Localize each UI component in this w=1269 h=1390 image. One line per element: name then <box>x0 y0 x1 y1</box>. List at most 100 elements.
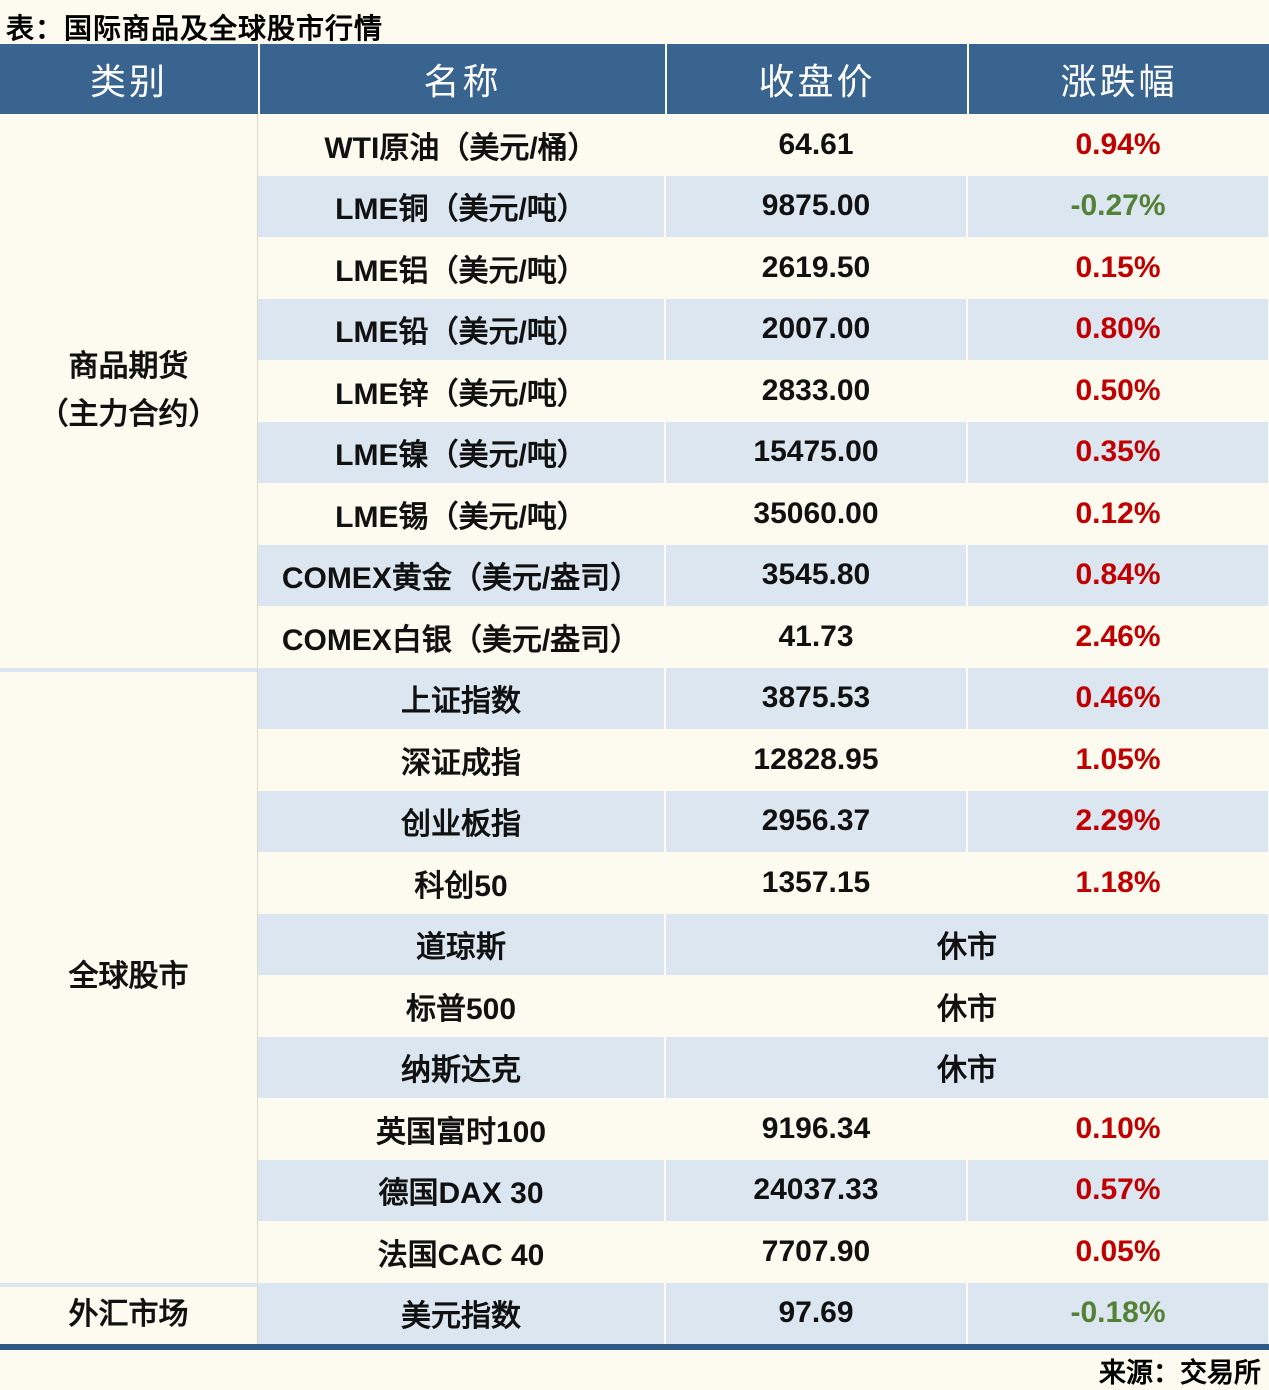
data-row: 德国DAX 30 24037.33 0.57% <box>258 1159 1268 1221</box>
instrument-name-cell: 科创50 <box>414 869 508 903</box>
category-label: 全球股市 <box>68 960 189 993</box>
change-percent-cell: 0.80% <box>966 298 1268 360</box>
data-row: COMEX白银（美元/盎司） 41.73 2.46% <box>258 606 1268 668</box>
category-group: 外汇市场 美元指数 97.69 -0.18% <box>0 1282 1269 1344</box>
data-row: LME镍（美元/吨） 15475.00 0.35% <box>258 421 1268 483</box>
close-price-cell: 2956.37 <box>664 790 966 852</box>
data-row: COMEX黄金（美元/盎司） 3545.80 0.84% <box>258 544 1268 606</box>
market-closed-cell: 休市 <box>664 913 1268 975</box>
category-cell: 商品期货 （主力合约） <box>0 114 258 668</box>
instrument-name-cell: COMEX黄金（美元/盎司） <box>281 562 641 596</box>
change-percent-cell: 0.84% <box>966 544 1268 606</box>
instrument-name-cell: 英国富时100 <box>375 1115 547 1149</box>
instrument-name-cell: LME镍（美元/吨） <box>335 439 587 473</box>
market-closed-cell: 休市 <box>664 1036 1268 1098</box>
close-price-cell: 41.73 <box>664 606 966 668</box>
change-percent-cell: 0.57% <box>966 1159 1268 1221</box>
group-rows: 上证指数 3875.53 0.46% 深证成指 12828.95 1.05% 创业板指 295… <box>258 667 1268 1283</box>
close-price-cell: 1357.15 <box>664 852 966 914</box>
table-body: 商品期货 （主力合约） WTI原油（美元/桶） 64.61 0.94% LME铜（美元/吨… <box>0 114 1269 1344</box>
header-cell-name: 名称 <box>258 44 665 114</box>
change-percent-cell: 0.50% <box>966 360 1268 422</box>
market-table: 类别 名称 收盘价 涨跌幅 商品期货 （主力合约） WTI原油（美元/桶） 64.61… <box>0 44 1269 1350</box>
instrument-name-cell: LME锌（美元/吨） <box>335 377 587 411</box>
instrument-name-cell: LME铜（美元/吨） <box>335 193 587 227</box>
instrument-name-cell: WTI原油（美元/桶） <box>324 131 598 165</box>
category-group: 商品期货 （主力合约） WTI原油（美元/桶） 64.61 0.94% LME铜（美元/吨… <box>0 114 1269 668</box>
close-price-cell: 7707.90 <box>664 1221 966 1283</box>
change-percent-cell: 0.10% <box>966 1098 1268 1160</box>
data-row: LME锌（美元/吨） 2833.00 0.50% <box>258 360 1268 422</box>
group-rows: WTI原油（美元/桶） 64.61 0.94% LME铜（美元/吨） 9875.00 -0… <box>258 114 1268 668</box>
data-row: WTI原油（美元/桶） 64.61 0.94% <box>258 114 1268 176</box>
change-percent-cell: -0.27% <box>966 175 1268 237</box>
table-bottom-border <box>0 1344 1269 1350</box>
close-price-cell: 3545.80 <box>664 544 966 606</box>
instrument-name-cell: 纳斯达克 <box>401 1054 521 1088</box>
data-row: 科创50 1357.15 1.18% <box>258 852 1268 914</box>
change-percent-cell: 0.15% <box>966 237 1268 299</box>
data-row: 上证指数 3875.53 0.46% <box>258 667 1268 729</box>
change-percent-cell: 0.12% <box>966 483 1268 545</box>
data-row: 法国CAC 40 7707.90 0.05% <box>258 1221 1268 1283</box>
close-price-cell: 9196.34 <box>664 1098 966 1160</box>
close-price-cell: 64.61 <box>664 114 966 176</box>
data-row: LME锡（美元/吨） 35060.00 0.12% <box>258 483 1268 545</box>
group-rows: 美元指数 97.69 -0.18% <box>258 1282 1268 1344</box>
change-percent-cell: 1.05% <box>966 729 1268 791</box>
instrument-name-cell: COMEX白银（美元/盎司） <box>281 623 641 657</box>
change-percent-cell: 0.35% <box>966 421 1268 483</box>
instrument-name-cell: 美元指数 <box>401 1300 521 1334</box>
instrument-name-cell: 创业板指 <box>401 808 521 842</box>
table-header-row: 类别 名称 收盘价 涨跌幅 <box>0 44 1269 114</box>
category-label: （主力合约） <box>38 397 219 431</box>
source-caption: 来源：交易所 <box>1099 1357 1261 1388</box>
close-price-cell: 15475.00 <box>664 421 966 483</box>
instrument-name-cell: LME铝（美元/吨） <box>335 254 587 288</box>
instrument-name-cell: LME铅（美元/吨） <box>335 316 587 350</box>
header-cell-close: 收盘价 <box>665 44 967 114</box>
close-price-cell: 97.69 <box>664 1282 966 1344</box>
close-price-cell: 35060.00 <box>664 483 966 545</box>
instrument-name-cell: 标普500 <box>405 992 517 1026</box>
data-row: 美元指数 97.69 -0.18% <box>258 1282 1268 1344</box>
change-percent-cell: 0.05% <box>966 1221 1268 1283</box>
category-label: 外汇市场 <box>68 1298 189 1332</box>
change-percent-cell: 2.29% <box>966 790 1268 852</box>
change-percent-cell: -0.18% <box>966 1282 1268 1344</box>
page-title: 表：国际商品及全球股市行情 <box>6 13 384 44</box>
category-cell: 全球股市 <box>0 667 258 1283</box>
data-row: 道琼斯 休市 <box>258 913 1268 975</box>
close-price-cell: 12828.95 <box>664 729 966 791</box>
category-label: 商品期货 <box>68 349 189 383</box>
header-cell-category: 类别 <box>89 62 168 102</box>
data-row: 纳斯达克 休市 <box>258 1036 1268 1098</box>
category-group: 全球股市 上证指数 3875.53 0.46% 深证成指 12828.95 1.05% 创业板… <box>0 667 1269 1283</box>
change-percent-cell: 2.46% <box>966 606 1268 668</box>
data-row: LME铅（美元/吨） 2007.00 0.80% <box>258 298 1268 360</box>
instrument-name-cell: LME锡（美元/吨） <box>335 500 587 534</box>
data-row: LME铝（美元/吨） 2619.50 0.15% <box>258 237 1268 299</box>
instrument-name-cell: 道琼斯 <box>416 931 506 965</box>
close-price-cell: 2007.00 <box>664 298 966 360</box>
change-percent-cell: 0.94% <box>966 114 1268 176</box>
category-cell: 外汇市场 <box>0 1282 258 1344</box>
instrument-name-cell: 法国CAC 40 <box>377 1238 545 1272</box>
data-row: 标普500 休市 <box>258 975 1268 1037</box>
data-row: 深证成指 12828.95 1.05% <box>258 729 1268 791</box>
close-price-cell: 3875.53 <box>664 667 966 729</box>
close-price-cell: 24037.33 <box>664 1159 966 1221</box>
change-percent-cell: 1.18% <box>966 852 1268 914</box>
data-row: 创业板指 2956.37 2.29% <box>258 790 1268 852</box>
data-row: LME铜（美元/吨） 9875.00 -0.27% <box>258 175 1268 237</box>
change-percent-cell: 0.46% <box>966 667 1268 729</box>
close-price-cell: 2619.50 <box>664 237 966 299</box>
instrument-name-cell: 德国DAX 30 <box>378 1177 544 1211</box>
data-row: 英国富时100 9196.34 0.10% <box>258 1098 1268 1160</box>
market-closed-cell: 休市 <box>664 975 1268 1037</box>
instrument-name-cell: 深证成指 <box>401 746 521 780</box>
close-price-cell: 2833.00 <box>664 360 966 422</box>
instrument-name-cell: 上证指数 <box>401 685 521 719</box>
header-cell-change: 涨跌幅 <box>967 44 1269 114</box>
close-price-cell: 9875.00 <box>664 175 966 237</box>
